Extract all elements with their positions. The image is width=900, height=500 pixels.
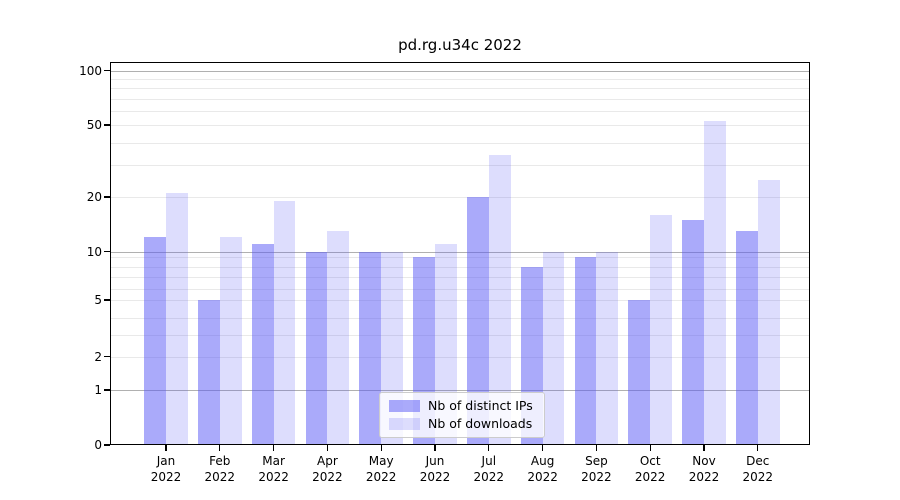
legend-item-distinct-ips: Nb of distinct IPs <box>389 398 535 413</box>
bar-distinct-ips <box>251 244 274 445</box>
y-tick-mark <box>104 444 110 446</box>
x-tick-mark <box>165 445 167 451</box>
x-tick-mark <box>219 445 221 451</box>
x-tick-label: Aug 2022 <box>527 454 558 484</box>
x-tick-mark <box>488 445 490 451</box>
y-tick-mark <box>104 70 110 72</box>
x-tick-label: Dec 2022 <box>742 454 774 484</box>
grid-line-major <box>110 70 810 72</box>
bar-downloads <box>757 179 780 445</box>
y-tick-label: 1 <box>94 383 102 397</box>
x-tick-mark <box>380 445 382 451</box>
bar-distinct-ips <box>574 257 597 445</box>
bar-distinct-ips <box>682 219 704 445</box>
x-tick-mark <box>595 445 598 451</box>
x-tick-mark <box>434 445 436 451</box>
bar-distinct-ips <box>467 197 489 445</box>
x-tick-mark <box>703 445 705 451</box>
y-tick-mark <box>104 299 110 301</box>
grid-line-minor <box>110 125 810 127</box>
legend-swatch-distinct-ips <box>389 399 420 412</box>
x-tick-mark <box>272 445 275 451</box>
bar-distinct-ips <box>144 237 166 445</box>
bar-downloads <box>166 193 188 445</box>
x-tick-label: Jun 2022 <box>419 454 451 484</box>
bar-distinct-ips <box>305 251 328 445</box>
x-tick-label: Nov 2022 <box>688 454 720 484</box>
grid-line-minor <box>110 318 810 320</box>
bar-downloads <box>273 201 296 445</box>
y-tick-label: 20 <box>86 190 102 205</box>
grid-line-minor <box>110 289 810 290</box>
y-tick-label: 5 <box>94 293 102 307</box>
legend-label-distinct-ips: Nb of distinct IPs <box>428 398 533 413</box>
bar-distinct-ips <box>736 230 758 445</box>
legend: Nb of distinct IPs Nb of downloads <box>379 392 545 438</box>
x-tick-label: Apr 2022 <box>312 454 343 484</box>
bar-distinct-ips <box>198 300 220 445</box>
grid-line-minor <box>110 197 810 199</box>
y-tick-mark <box>104 124 110 126</box>
grid-line-minor <box>110 266 810 268</box>
bar-downloads <box>704 120 726 445</box>
y-tick-label: 100 <box>79 63 102 78</box>
x-tick-mark <box>757 445 759 451</box>
x-tick-label: Mar 2022 <box>258 454 289 484</box>
y-tick-mark <box>104 196 110 198</box>
grid-line-minor <box>110 277 810 279</box>
grid-line-major <box>110 390 810 392</box>
grid-line-minor <box>110 165 810 167</box>
x-tick-label: Jan 2022 <box>150 454 182 484</box>
x-tick-label: Sep 2022 <box>581 454 612 484</box>
x-tick-mark <box>326 445 329 451</box>
grid-line-minor <box>110 78 810 80</box>
legend-item-downloads: Nb of downloads <box>389 416 535 431</box>
x-tick-label: Jul 2022 <box>473 454 505 484</box>
chart-title: pd.rg.u34c 2022 <box>398 36 522 54</box>
grid-line-minor <box>110 110 810 112</box>
bar-downloads <box>488 155 511 445</box>
bar-distinct-ips <box>628 300 651 445</box>
x-tick-label: Oct 2022 <box>634 454 666 484</box>
legend-swatch-downloads <box>389 417 420 430</box>
y-tick-mark <box>104 389 110 391</box>
x-tick-mark <box>541 445 544 451</box>
bar-downloads <box>542 251 565 445</box>
grid-line-minor <box>110 356 810 358</box>
x-tick-label: May 2022 <box>365 454 397 484</box>
x-tick-label: Feb 2022 <box>204 454 236 484</box>
x-tick-mark <box>649 445 651 451</box>
grid-line-minor <box>110 98 810 100</box>
grid-line-minor <box>110 300 810 301</box>
y-tick-mark <box>104 250 110 253</box>
y-tick-label: 2 <box>94 349 102 364</box>
bar-distinct-ips <box>359 251 382 445</box>
bar-downloads <box>219 237 242 445</box>
grid-line-minor <box>110 142 810 144</box>
bar-downloads <box>327 230 350 445</box>
y-tick-label: 10 <box>86 244 102 259</box>
grid-line-minor <box>110 335 810 336</box>
bar-downloads <box>596 251 619 445</box>
y-tick-mark <box>104 355 110 358</box>
grid-line-major <box>110 251 810 253</box>
legend-label-downloads: Nb of downloads <box>428 416 533 431</box>
grid-line-minor <box>110 88 810 90</box>
bar-downloads <box>650 214 672 445</box>
grid-line-minor <box>110 257 810 259</box>
y-tick-label: 0 <box>94 438 102 452</box>
y-tick-label: 50 <box>86 118 102 133</box>
